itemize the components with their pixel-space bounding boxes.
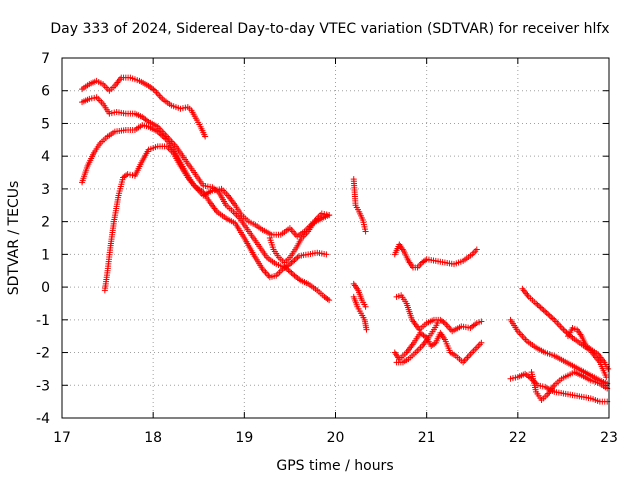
x-axis-label: GPS time / hours xyxy=(276,458,393,474)
series-track-l xyxy=(393,320,441,366)
x-tick-label: 21 xyxy=(418,430,436,446)
series-track-k xyxy=(391,329,485,366)
data-point xyxy=(539,305,546,312)
y-tick-label: -1 xyxy=(36,313,50,329)
data-point xyxy=(473,246,480,253)
data-point xyxy=(202,133,209,140)
data-point xyxy=(545,311,552,318)
data-point xyxy=(561,328,568,334)
data-point xyxy=(286,268,293,275)
series-track-m xyxy=(519,285,610,381)
data-point xyxy=(548,314,555,321)
x-tick-label: 20 xyxy=(327,430,345,446)
data-point xyxy=(434,320,441,327)
x-tick-label: 18 xyxy=(144,430,162,446)
data-point xyxy=(536,303,543,310)
data-point xyxy=(157,131,164,138)
grid xyxy=(62,58,609,418)
y-tick-label: 4 xyxy=(41,149,50,165)
data-point xyxy=(537,304,544,311)
series-track-h xyxy=(350,280,369,310)
data-markers xyxy=(79,74,612,405)
x-tick-label: 19 xyxy=(235,430,253,446)
data-point xyxy=(323,251,330,258)
data-point xyxy=(542,308,549,315)
y-tick-label: 3 xyxy=(41,182,50,198)
y-tick-label: 6 xyxy=(41,84,50,100)
data-point xyxy=(543,310,550,316)
y-tick-label: -3 xyxy=(36,378,50,394)
data-point xyxy=(540,307,547,314)
series-track-f xyxy=(350,176,369,235)
data-point xyxy=(603,374,610,381)
series-track-g xyxy=(350,293,370,333)
data-point xyxy=(326,212,333,219)
x-tick-label: 17 xyxy=(53,430,71,446)
series-track-e xyxy=(266,210,333,266)
chart-title: Day 333 of 2024, Sidereal Day-to-day VTE… xyxy=(50,21,609,37)
y-axis-label: SDTVAR / TECUs xyxy=(6,181,22,296)
series-track-b xyxy=(79,94,333,304)
y-tick-label: -2 xyxy=(36,346,50,362)
data-point xyxy=(288,269,295,276)
data-point xyxy=(546,312,553,319)
series-track-i xyxy=(391,241,480,271)
series-track-j xyxy=(393,292,485,335)
y-tick-label: 7 xyxy=(41,51,50,67)
y-tick-label: 2 xyxy=(41,215,50,231)
y-tick-label: 1 xyxy=(41,247,50,263)
plot-frame xyxy=(61,57,610,419)
x-tick-label: 22 xyxy=(509,430,527,446)
data-point xyxy=(478,339,485,346)
series-track-o xyxy=(507,370,611,405)
series-track-d xyxy=(101,143,330,294)
y-tick-label: 5 xyxy=(41,116,50,132)
data-point xyxy=(534,301,541,308)
x-tick-label: 23 xyxy=(600,430,618,446)
data-point xyxy=(326,297,333,304)
series-track-a xyxy=(79,74,209,140)
data-point xyxy=(549,315,556,322)
data-point xyxy=(292,255,299,262)
data-point xyxy=(363,326,370,333)
data-point xyxy=(605,365,612,372)
data-point xyxy=(362,303,369,310)
data-point xyxy=(362,228,369,235)
series-track-q xyxy=(564,325,612,372)
series-track-p xyxy=(528,369,611,403)
y-tick-label: 0 xyxy=(41,280,50,296)
y-tick-label: -4 xyxy=(36,411,50,427)
series-track-n xyxy=(507,316,611,387)
data-point xyxy=(478,318,485,325)
